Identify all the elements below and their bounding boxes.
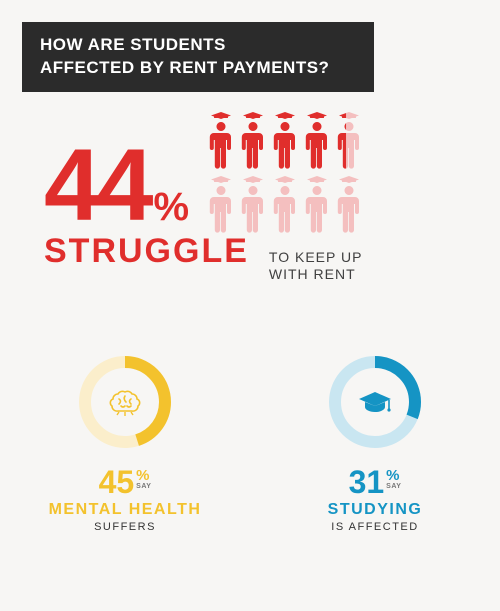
stats-row: 45 % SAY MENTAL HEALTH SUFFERS 31 xyxy=(0,354,500,533)
hero-section: 44 % xyxy=(0,140,500,234)
stat-studying: 31 % SAY STUDYING IS AFFECTED xyxy=(290,354,460,533)
graduate-icon xyxy=(207,112,235,170)
struggle-sub-1: TO KEEP UP xyxy=(269,249,363,267)
hero-percent: % xyxy=(153,189,189,225)
struggle-sub: TO KEEP UP WITH RENT xyxy=(269,249,363,284)
hero-value: 44 xyxy=(44,140,149,232)
title-bar: HOW ARE STUDENTS AFFECTED BY RENT PAYMEN… xyxy=(22,22,374,92)
graduate-icon xyxy=(271,112,299,170)
graduate-icon xyxy=(239,176,267,234)
title-line-1: HOW ARE STUDENTS xyxy=(40,34,356,57)
grad-cap-icon xyxy=(327,354,423,450)
graduate-icon xyxy=(335,176,363,234)
stat-sub-mental-health: SUFFERS xyxy=(94,521,156,533)
graduate-icon xyxy=(303,112,331,170)
stat-label-mental-health: MENTAL HEALTH xyxy=(49,501,202,519)
pictogram-grid xyxy=(207,112,363,234)
graduate-icon xyxy=(303,176,331,234)
struggle-sub-2: WITH RENT xyxy=(269,266,363,284)
stat-mental-health: 45 % SAY MENTAL HEALTH SUFFERS xyxy=(40,354,210,533)
graduate-icon xyxy=(335,112,363,170)
graduate-icon xyxy=(207,176,235,234)
stat-value-studying: 31 % SAY xyxy=(349,464,402,501)
stat-sub-studying: IS AFFECTED xyxy=(331,521,418,533)
graduate-icon xyxy=(239,112,267,170)
donut-mental-health xyxy=(77,354,173,450)
brain-icon xyxy=(77,354,173,450)
graduate-icon xyxy=(271,176,299,234)
stat-label-studying: STUDYING xyxy=(328,501,423,519)
pictogram-row xyxy=(207,176,363,234)
title-line-2: AFFECTED BY RENT PAYMENTS? xyxy=(40,57,356,80)
donut-studying xyxy=(327,354,423,450)
pictogram-row xyxy=(207,112,363,170)
stat-value-mental-health: 45 % SAY xyxy=(99,464,152,501)
hero-stat: 44 % xyxy=(44,140,189,232)
